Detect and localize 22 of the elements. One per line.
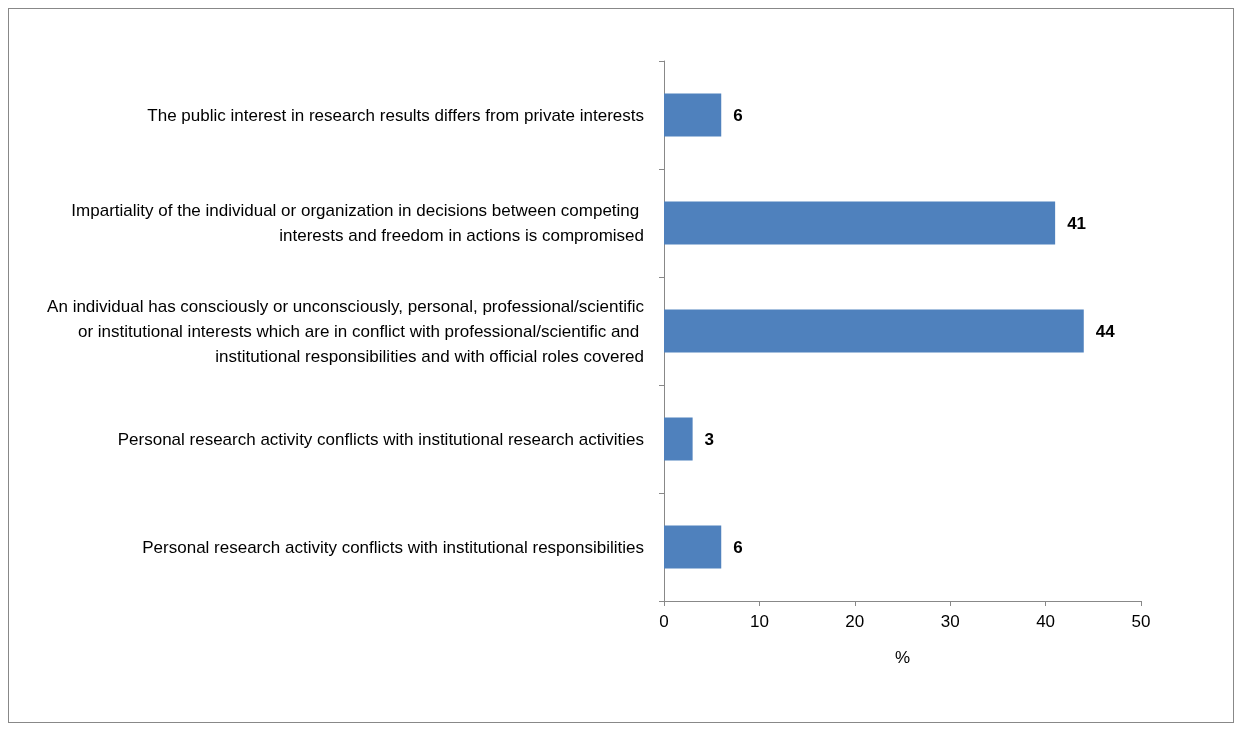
y-tick-label: An individual has consciously or unconsciously, personal, professional/scientific or institutional interests which are in conflict with professional/scientific and institutional responsibilities and with official roles covered	[47, 296, 645, 366]
x-axis-title: %	[894, 648, 911, 667]
x-tick-label: 50	[1131, 612, 1151, 631]
data-label: 41	[1067, 213, 1087, 233]
bar	[664, 525, 722, 569]
bar	[664, 93, 722, 137]
bar	[664, 417, 693, 461]
x-tick-label: 40	[1036, 612, 1056, 631]
x-tick-label: 0	[659, 612, 669, 631]
x-tick-label: 20	[845, 612, 865, 631]
x-tick-label: 30	[940, 612, 960, 631]
x-tick-label: 10	[749, 612, 769, 631]
y-tick-label: Personal research activity conflicts with institutional research activities	[117, 429, 644, 449]
y-tick-label: Impartiality of the individual or organization in decisions between competing interests and freedom in actions is compromised	[71, 201, 644, 245]
data-label: 6	[733, 105, 743, 125]
data-label: 44	[1095, 321, 1116, 341]
bar	[664, 201, 1056, 245]
data-label: 3	[704, 429, 715, 449]
data-label: 6	[733, 537, 743, 557]
y-tick-label: The public interest in research results differs from private interests	[147, 105, 644, 125]
bar	[664, 309, 1084, 353]
y-tick-label: Personal research activity conflicts with institutional responsibilities	[142, 537, 644, 557]
